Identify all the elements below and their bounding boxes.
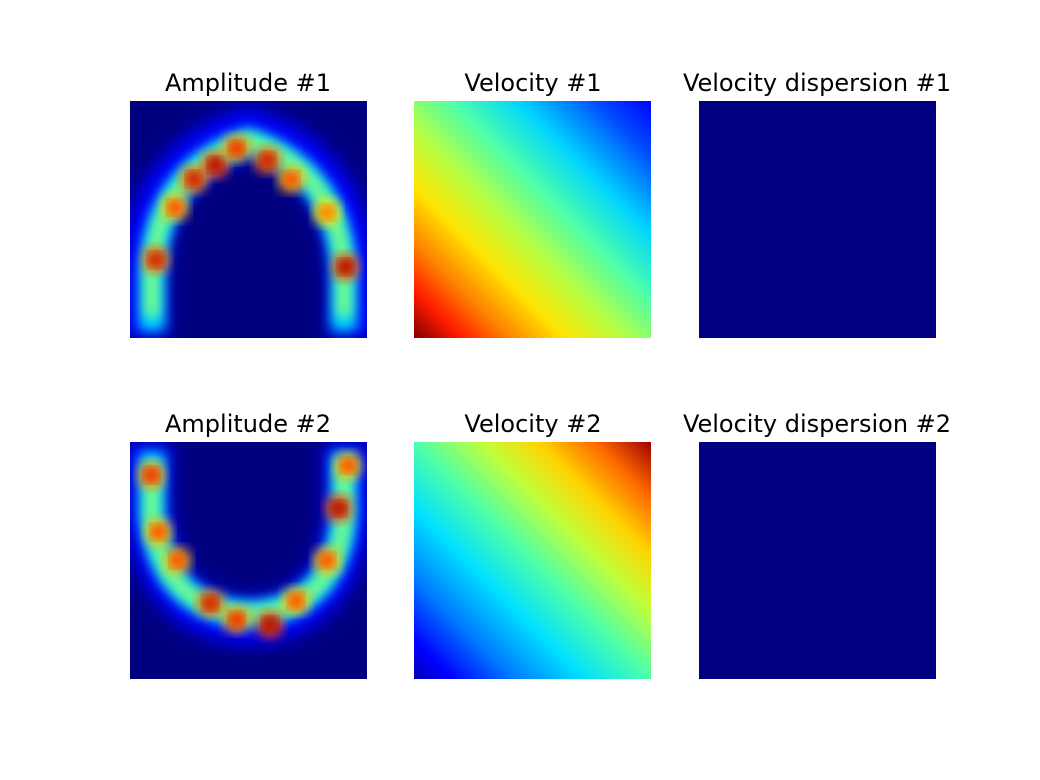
hotspot-core-6: [262, 617, 277, 632]
heatmap-dispersion-2: [699, 442, 936, 679]
panel-title-velocity-2: Velocity #2: [464, 410, 602, 438]
heatmap-dispersion-1: [699, 101, 936, 338]
panel-title-amplitude-2: Amplitude #2: [165, 410, 331, 438]
hotspot-core-5: [229, 612, 244, 627]
heatmap-velocity-2-plot: [414, 442, 651, 679]
hotspot-core-9: [338, 259, 353, 274]
heatmap-amplitude-1-plot: [130, 101, 367, 338]
amplitude-2-hotspots: [138, 452, 362, 638]
heatmap-amplitude-1: [130, 101, 367, 338]
heatmap-velocity-2: [414, 442, 651, 679]
hotspot-core-7: [284, 172, 299, 187]
hotspot-core-4: [203, 596, 218, 611]
heatmap-velocity-1-plot: [414, 101, 651, 338]
heatmap-dispersion-2-plot: [699, 442, 936, 679]
panel-title-dispersion-1: Velocity dispersion #1: [682, 69, 952, 97]
panel-title-amplitude-1: Amplitude #1: [165, 69, 331, 97]
hotspot-core-1: [144, 468, 159, 483]
hotspot-core-1: [149, 252, 164, 267]
heatmap-dispersion-1-plot: [699, 101, 936, 338]
hotspot-core-8: [319, 205, 334, 220]
hotspot-core-8: [319, 553, 334, 568]
amplitude-1-hotspots: [143, 135, 359, 280]
heatmap-amplitude-2-plot: [130, 442, 367, 679]
hotspot-core-5: [229, 141, 244, 156]
hotspot-core-7: [288, 593, 303, 608]
hotspot-core-3: [170, 553, 185, 568]
heatmap-amplitude-2: [130, 442, 367, 679]
hotspot-core-10: [341, 458, 356, 473]
hotspot-core-4: [208, 157, 223, 172]
hotspot-core-3: [186, 172, 201, 187]
hotspot-core-6: [260, 153, 275, 168]
panel-title-dispersion-2: Velocity dispersion #2: [682, 410, 952, 438]
panel-title-velocity-1: Velocity #1: [464, 69, 602, 97]
hotspot-core-2: [168, 200, 183, 215]
heatmap-velocity-1: [414, 101, 651, 338]
hotspot-core-9: [331, 501, 346, 516]
hotspot-core-2: [151, 525, 166, 540]
